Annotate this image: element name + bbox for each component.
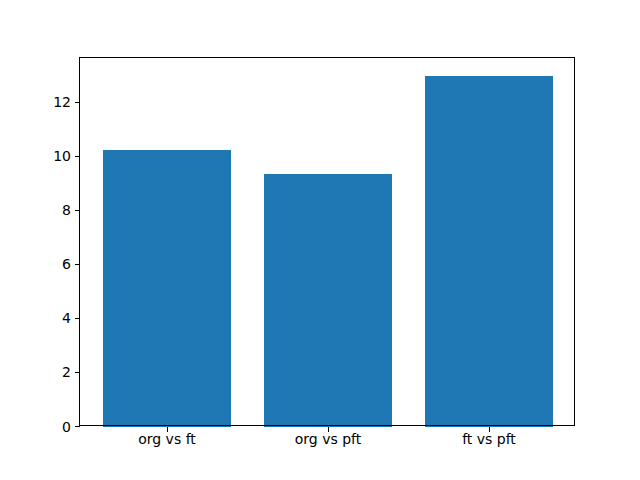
plot-area [80, 58, 576, 427]
y-tick-label: 8 [27, 201, 71, 219]
y-tick-mark [75, 156, 80, 157]
bar-org-vs-pft [264, 174, 393, 427]
y-tick-label: 12 [27, 93, 71, 111]
y-tick-label: 0 [27, 418, 71, 436]
y-tick-mark [75, 210, 80, 211]
y-tick-label: 6 [27, 255, 71, 273]
y-tick-label: 4 [27, 309, 71, 327]
bar-chart-figure: 0 2 4 6 8 10 12 org vs ft org vs pft ft vs pft [0, 0, 640, 480]
y-tick-mark [75, 318, 80, 319]
y-tick-mark [75, 372, 80, 373]
bar-org-vs-ft [103, 150, 232, 427]
y-tick-mark [75, 102, 80, 103]
y-tick-label: 2 [27, 363, 71, 381]
x-tick-label-ft-vs-pft: ft vs pft [419, 431, 559, 448]
y-tick-mark [75, 426, 80, 427]
x-tick-label-org-vs-pft: org vs pft [258, 431, 398, 448]
y-tick-mark [75, 264, 80, 265]
bar-ft-vs-pft [425, 76, 554, 427]
x-tick-label-org-vs-ft: org vs ft [97, 431, 237, 448]
y-tick-label: 10 [27, 147, 71, 165]
